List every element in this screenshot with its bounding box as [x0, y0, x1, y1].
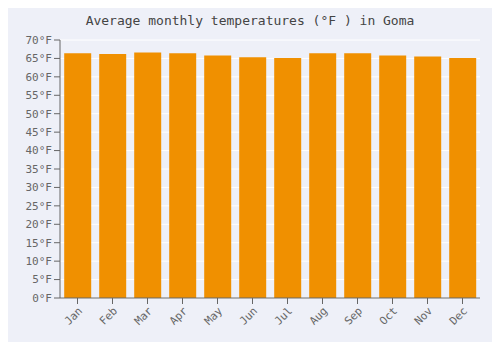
svg-text:25°F: 25°F — [26, 200, 53, 213]
svg-text:May: May — [202, 304, 226, 328]
svg-text:60°F: 60°F — [26, 71, 53, 84]
svg-text:70°F: 70°F — [26, 34, 53, 47]
svg-text:10°F: 10°F — [26, 255, 53, 268]
svg-text:Jun: Jun — [237, 304, 260, 327]
svg-text:35°F: 35°F — [26, 163, 53, 176]
svg-text:45°F: 45°F — [26, 126, 53, 139]
svg-text:0°F: 0°F — [32, 292, 52, 305]
svg-text:Nov: Nov — [412, 304, 436, 328]
svg-text:15°F: 15°F — [26, 237, 53, 250]
svg-text:Aug: Aug — [307, 304, 330, 327]
svg-text:Mar: Mar — [132, 304, 156, 328]
svg-text:30°F: 30°F — [26, 181, 53, 194]
svg-text:5°F: 5°F — [32, 273, 52, 286]
svg-text:Sep: Sep — [342, 304, 365, 327]
svg-text:20°F: 20°F — [26, 218, 53, 231]
svg-text:65°F: 65°F — [26, 52, 53, 65]
svg-text:Dec: Dec — [447, 304, 470, 327]
svg-text:40°F: 40°F — [26, 144, 53, 157]
svg-text:Oct: Oct — [377, 304, 400, 327]
svg-text:Jan: Jan — [62, 304, 85, 327]
html-text:Average monthly temperatures (: Average monthly temperatures (°F ) in Go… — [85, 13, 415, 28]
svg-text:50°F: 50°F — [26, 108, 53, 121]
svg-text:55°F: 55°F — [26, 89, 53, 102]
svg-text:Feb: Feb — [97, 304, 120, 327]
svg-text:Apr: Apr — [167, 304, 191, 328]
svg-text:Jul: Jul — [272, 304, 295, 327]
